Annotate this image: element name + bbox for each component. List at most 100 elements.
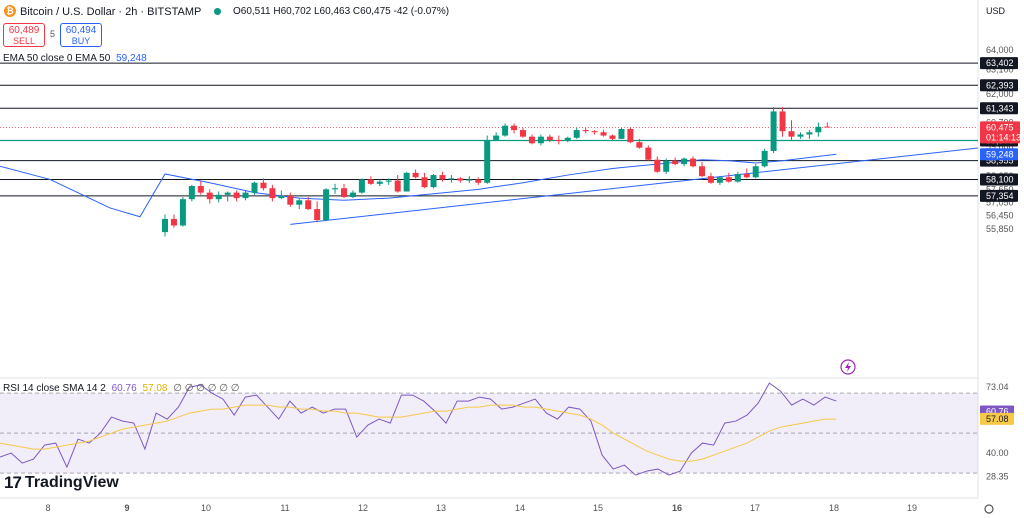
candle-body (421, 177, 428, 188)
price-level-badge (980, 102, 1018, 115)
sell-label: SELL (12, 36, 36, 46)
candle-body (582, 130, 589, 132)
candle-body (511, 125, 518, 131)
rsi-legend-value: 60.76 (111, 383, 137, 394)
candle-body (573, 130, 580, 138)
candle-body (502, 125, 509, 136)
buy-label: BUY (71, 36, 91, 46)
candle-body (314, 209, 321, 221)
tradingview-logo-icon: 17 (4, 473, 22, 492)
x-tick-label: 19 (907, 503, 917, 513)
buy-button[interactable]: 60,494 BUY (60, 23, 102, 47)
candle-body (439, 175, 446, 180)
candle-body (376, 181, 383, 184)
price-level-label: 58,955 (986, 156, 1014, 166)
y-tick-label: 63,100 (986, 65, 1014, 75)
candle-body (394, 180, 401, 192)
candle-body (761, 150, 768, 167)
candle-body (430, 175, 437, 188)
rsi-sma-legend-value: 57.08 (142, 383, 168, 394)
candle-body (663, 160, 670, 172)
candle-body (815, 126, 822, 133)
tradingview-logo-text: TradingView (24, 474, 119, 491)
candle-body (341, 188, 347, 197)
candle-body (591, 131, 598, 133)
price-level-badge (980, 189, 1018, 202)
y-tick-label: 57,050 (986, 197, 1014, 207)
candle-body (600, 132, 607, 136)
candle-body (537, 136, 544, 144)
candle-body (493, 135, 500, 140)
candle-body (779, 111, 786, 132)
rsi-sma-line (0, 404, 837, 462)
x-tick-label: 15 (593, 503, 603, 513)
events-flash-icon (840, 359, 856, 375)
candle-body (323, 189, 330, 221)
candle-body (358, 179, 365, 193)
y-tick-label: 59,600 (986, 142, 1014, 152)
candle-body (627, 128, 634, 143)
candle-body (618, 128, 625, 139)
rsi-line (0, 382, 837, 476)
price-level-badge (980, 79, 1018, 92)
candle-body (233, 192, 240, 199)
candle-body (475, 179, 482, 183)
candle-body (681, 158, 688, 165)
sell-button[interactable]: 60,489 SELL (3, 23, 45, 47)
rsi-badge-label: 60.76 (986, 407, 1009, 417)
spread-value: 5 (50, 29, 56, 39)
candle-body (520, 130, 526, 137)
candle-body (609, 135, 616, 139)
candle-body (403, 172, 410, 192)
candle-body (188, 186, 195, 200)
candle-body (672, 160, 679, 165)
candle-body (296, 200, 303, 205)
candle-body (162, 218, 168, 233)
candle-body (743, 173, 750, 178)
price-level-label: 62,393 (986, 80, 1014, 90)
bar-countdown: 01:14:13 (986, 132, 1021, 142)
ema-badge (980, 148, 1018, 161)
symbol-title[interactable]: Bitcoin / U.S. Dollar · 2h · BITSTAMP (20, 6, 202, 18)
candle-body (528, 136, 535, 144)
candle-body (788, 131, 795, 137)
trend-line (290, 147, 979, 225)
last-price-badge (980, 121, 1020, 144)
currency-label[interactable]: USD (986, 6, 1006, 16)
candle-body (242, 192, 249, 199)
candle-body (278, 195, 285, 199)
last-price-label: 60,475 (986, 122, 1014, 132)
bitcoin-icon: ₿ (4, 5, 16, 17)
candle-body (797, 134, 804, 137)
y-tick-label: 55,850 (986, 224, 1014, 234)
candle-body (448, 178, 455, 180)
candle-body (332, 188, 339, 190)
candle-body (269, 188, 276, 199)
x-tick-label: 11 (280, 503, 289, 513)
buy-price: 60,494 (65, 25, 97, 36)
candle-body (725, 177, 732, 182)
price-level-badge (980, 173, 1018, 186)
candle-body (215, 194, 222, 200)
tradingview-logo[interactable]: 17 TradingView (4, 473, 119, 493)
rsi-legend-label: RSI 14 close SMA 14 2 (3, 383, 106, 394)
rsi-y-tick-label: 40.00 (986, 448, 1009, 458)
x-tick-label: 9 (124, 503, 129, 513)
candle-body (806, 132, 813, 135)
y-tick-label: 57,650 (986, 184, 1014, 194)
market-open-icon (214, 8, 221, 15)
candle-body (484, 139, 491, 183)
x-tick-label: 8 (45, 503, 50, 513)
candle-body (179, 199, 186, 226)
ohlc-readout: O60,511 H60,702 L60,463 C60,475 -42 (-0.… (233, 6, 450, 17)
ema-legend-value: 59,248 (116, 53, 147, 64)
rsi-y-tick-label: 28.35 (986, 471, 1009, 481)
candle-body (564, 137, 571, 142)
rsi-legend[interactable]: RSI 14 close SMA 14 2 60.76 57.08 ∅ ∅ ∅ … (3, 383, 239, 394)
y-tick-label: 64,000 (986, 45, 1014, 55)
candle-body (546, 136, 553, 140)
candle-body (367, 179, 374, 184)
price-level-label: 57,354 (986, 191, 1014, 201)
ema-legend[interactable]: EMA 50 close 0 EMA 50 59,248 (3, 53, 147, 64)
